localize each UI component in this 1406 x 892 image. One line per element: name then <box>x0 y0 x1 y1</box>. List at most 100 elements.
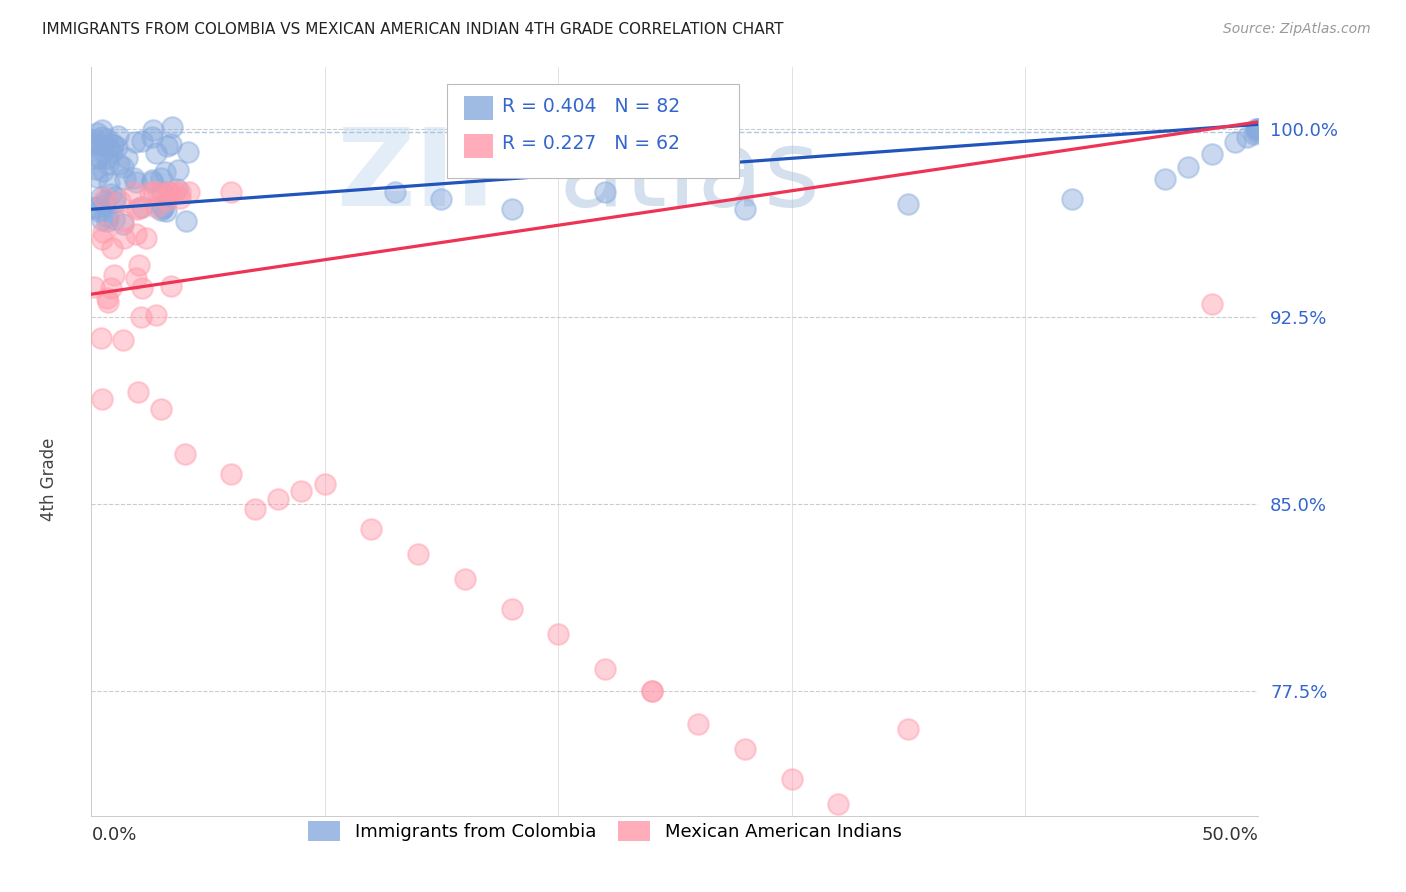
Point <box>125 227 148 241</box>
FancyBboxPatch shape <box>464 134 494 158</box>
Point <box>96 291 118 305</box>
Point <box>93 191 115 205</box>
Point <box>141 173 163 187</box>
Point <box>112 231 135 245</box>
Point <box>84 200 107 214</box>
Point <box>105 139 128 153</box>
Point <box>83 136 105 150</box>
Point <box>150 402 173 417</box>
Point <box>1201 297 1223 311</box>
Point <box>129 310 152 325</box>
Point <box>111 333 134 347</box>
Point <box>156 139 179 153</box>
Point <box>219 185 242 199</box>
Point <box>827 797 849 811</box>
Point <box>103 211 125 226</box>
Point <box>97 157 120 171</box>
Text: atlas: atlas <box>558 122 820 228</box>
Point <box>100 187 122 202</box>
Point <box>87 152 110 166</box>
Point <box>90 392 112 406</box>
Point <box>145 145 167 160</box>
Text: R = 0.404   N = 82: R = 0.404 N = 82 <box>502 97 681 116</box>
Point <box>267 491 290 506</box>
Point <box>84 162 107 177</box>
Point <box>221 467 243 481</box>
Point <box>159 185 181 199</box>
Point <box>153 165 176 179</box>
Point <box>156 193 179 207</box>
Text: 50.0%: 50.0% <box>1202 826 1258 844</box>
Point <box>114 172 136 186</box>
Point <box>640 684 662 698</box>
Point <box>91 129 114 144</box>
Point <box>165 185 187 199</box>
Point <box>91 123 114 137</box>
Point <box>124 135 146 149</box>
Point <box>97 294 120 309</box>
Point <box>110 194 132 208</box>
Point <box>384 185 406 199</box>
Point <box>145 200 167 214</box>
Point <box>93 225 115 239</box>
Point <box>86 169 108 184</box>
Point <box>1243 128 1265 142</box>
Point <box>125 271 148 285</box>
Point <box>734 202 756 217</box>
Point <box>152 201 174 215</box>
Point <box>897 197 920 211</box>
Point <box>501 602 523 616</box>
Point <box>86 127 108 141</box>
Text: 4th Grade: 4th Grade <box>41 437 59 521</box>
Point <box>91 137 114 152</box>
Point <box>115 152 138 166</box>
Point <box>1060 192 1083 206</box>
Point <box>159 278 181 293</box>
Point <box>155 204 177 219</box>
Point <box>157 185 180 199</box>
Text: IMMIGRANTS FROM COLOMBIA VS MEXICAN AMERICAN INDIAN 4TH GRADE CORRELATION CHART: IMMIGRANTS FROM COLOMBIA VS MEXICAN AMER… <box>42 22 783 37</box>
Point <box>83 201 105 215</box>
Point <box>83 137 105 152</box>
Point <box>1236 129 1258 144</box>
Point <box>104 194 127 209</box>
Point <box>780 772 803 786</box>
Point <box>149 171 172 186</box>
Point <box>96 131 118 145</box>
Point <box>100 241 122 255</box>
Point <box>96 151 118 165</box>
Point <box>174 214 197 228</box>
Point <box>101 137 124 152</box>
Text: ZIP: ZIP <box>336 122 534 228</box>
Point <box>501 202 523 217</box>
Point <box>128 259 150 273</box>
Point <box>734 741 756 756</box>
Point <box>135 230 157 244</box>
Point <box>94 194 117 209</box>
Point <box>169 191 191 205</box>
Text: R = 0.227   N = 62: R = 0.227 N = 62 <box>502 135 681 153</box>
Point <box>91 164 114 178</box>
Point <box>90 330 112 344</box>
Point <box>1244 122 1267 136</box>
Point <box>406 547 429 561</box>
Point <box>160 120 183 134</box>
Point <box>547 627 569 641</box>
Point <box>593 185 616 199</box>
Point <box>96 213 118 227</box>
Point <box>290 484 312 499</box>
Point <box>91 232 114 246</box>
Point <box>122 186 145 200</box>
Point <box>83 140 105 154</box>
Point <box>1223 135 1246 149</box>
Point <box>131 201 153 215</box>
Point <box>125 202 148 217</box>
Point <box>1177 160 1199 174</box>
Point <box>108 156 131 170</box>
Point <box>138 185 160 199</box>
Point <box>84 133 107 147</box>
FancyBboxPatch shape <box>464 96 494 120</box>
Point <box>169 185 191 199</box>
Text: Source: ZipAtlas.com: Source: ZipAtlas.com <box>1223 22 1371 37</box>
Point <box>128 201 150 215</box>
